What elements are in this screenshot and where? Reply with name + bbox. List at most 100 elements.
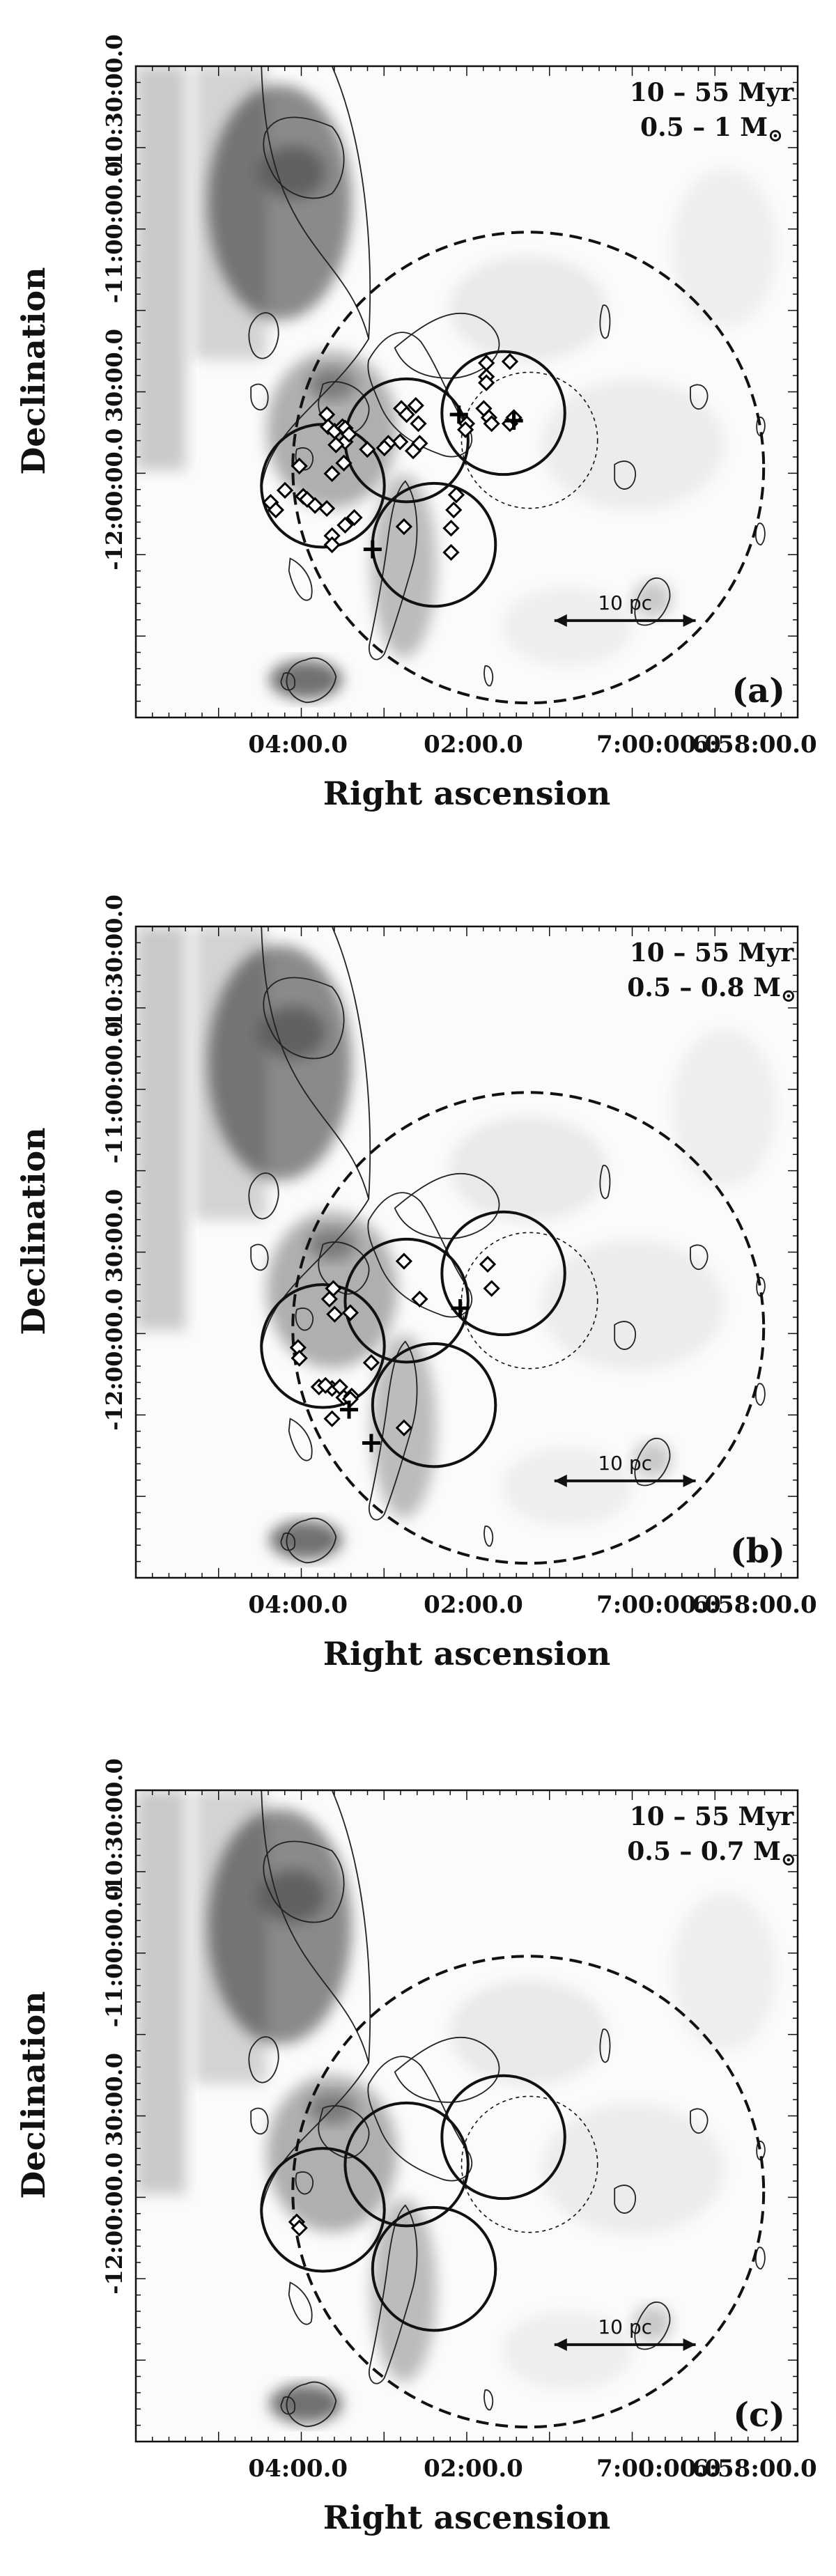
diamond-marker <box>457 421 474 438</box>
diamond-marker <box>307 497 324 514</box>
region-circle-3 <box>440 2074 566 2201</box>
region-circle-2 <box>343 1237 470 1364</box>
diamond-marker <box>323 1410 341 1427</box>
contour-cloud-edge <box>261 1790 370 2214</box>
chart-panel-3: 04:00.0 02:00.0 7:00:00.06:58:00.0 -10:30:0… <box>15 1758 817 2536</box>
contour-line-11 <box>614 460 636 490</box>
y-tick-label: -10:30:00.0 <box>101 34 127 176</box>
y-axis-label: Declination <box>15 267 52 474</box>
contour-line-16 <box>483 2389 494 2411</box>
x-tick-label: 7:00:00.0 <box>596 731 721 759</box>
contour-line-4 <box>318 2105 370 2159</box>
contour-line-6 <box>288 557 313 601</box>
region-circle-3 <box>440 350 566 476</box>
cross-marker <box>362 1434 380 1452</box>
scale-bar-label: 10 pc <box>598 2315 652 2338</box>
region-circle-4 <box>371 2205 497 2332</box>
contour-line-12 <box>690 2108 709 2134</box>
diamond-marker <box>359 441 376 458</box>
contour-line-3 <box>250 1243 269 1271</box>
contour-line-18 <box>280 1533 295 1551</box>
diamond-marker <box>445 501 463 519</box>
x-tick-label: 6:58:00.0 <box>692 731 817 759</box>
contour-line-10 <box>599 2028 611 2063</box>
chart-panel-1: 04:00.0 02:00.0 7:00:00.06:58:00.0 -10:30:0… <box>15 34 817 812</box>
contour-cloud-edge <box>261 926 370 1351</box>
contour-line-1 <box>263 977 345 1060</box>
y-tick-label: -10:30:00.0 <box>101 894 127 1037</box>
region-circle-3 <box>440 1210 566 1337</box>
diamond-marker <box>442 543 460 561</box>
contour-line-7 <box>367 332 473 458</box>
chart-panel-2: 04:00.0 02:00.0 7:00:00.06:58:00.0 -10:30:0… <box>15 894 817 1673</box>
diamond-marker <box>298 490 316 509</box>
y-tick-label: 30:00.0 <box>101 2053 127 2146</box>
x-tick-label: 04:00.0 <box>248 2455 348 2483</box>
diamond-marker <box>318 499 336 518</box>
contour-line-10 <box>599 1165 611 1200</box>
diamond-marker <box>447 486 465 504</box>
diamond-marker <box>319 418 337 435</box>
contour-cloud-edge-2 <box>331 66 371 339</box>
y-tick-label: -12:00:00.0 <box>101 428 127 571</box>
diamond-marker <box>501 352 519 371</box>
contours <box>248 66 766 704</box>
contour-line-3 <box>250 383 269 411</box>
contour-line-8 <box>394 1173 500 1239</box>
contour-line-8 <box>394 2037 500 2103</box>
tick-marks <box>136 926 798 1578</box>
contour-line-5 <box>295 1308 314 1331</box>
region-circle-1 <box>260 2147 386 2273</box>
contour-line-2 <box>248 2036 279 2084</box>
x-tick-label: 02:00.0 <box>424 1591 523 1619</box>
tick-marks <box>136 66 798 717</box>
region-outer-dashed-circle <box>291 231 766 705</box>
diamond-marker <box>395 518 413 536</box>
contour-cloud-edge-2 <box>331 1790 371 2063</box>
diamond-marker <box>483 1280 500 1297</box>
contour-line-12 <box>690 1244 709 1271</box>
star-markers <box>288 2213 308 2237</box>
diamond-marker <box>323 536 341 554</box>
contour-line-16 <box>483 1526 494 1547</box>
contours <box>248 926 766 1564</box>
contour-line-7 <box>367 2056 473 2182</box>
region-dotted-circle <box>460 371 598 509</box>
panel-label: (a) <box>732 672 785 711</box>
cross-marker <box>449 405 468 424</box>
region-dotted-circle <box>460 1232 598 1370</box>
contour-line-16 <box>483 665 494 687</box>
contour-line-18 <box>280 2396 295 2415</box>
y-tick-label: -10:30:00.0 <box>101 1758 127 1900</box>
diamond-marker <box>327 436 345 453</box>
contour-line-9 <box>368 480 418 660</box>
diamond-marker <box>398 405 415 424</box>
diamond-marker <box>320 1290 338 1308</box>
star-markers <box>262 352 523 561</box>
diamond-marker <box>395 1419 413 1436</box>
diamond-marker <box>335 454 353 472</box>
scale-bar-label: 10 pc <box>598 591 652 614</box>
y-tick-label: -11:00:00.0 <box>101 161 127 303</box>
diamond-marker <box>291 2219 308 2237</box>
diamond-marker <box>376 439 393 457</box>
y-tick-label: 30:00.0 <box>101 329 127 422</box>
y-tick-label: -11:00:00.0 <box>101 1885 127 2027</box>
x-tick-label: 6:58:00.0 <box>692 1591 817 1619</box>
diamond-marker <box>442 520 460 537</box>
diamond-marker <box>483 415 500 433</box>
diamond-marker <box>276 481 294 499</box>
contour-line-7 <box>367 1192 473 1318</box>
region-outer-dashed-circle <box>291 1955 766 2429</box>
diamond-marker <box>336 516 354 534</box>
contour-line-12 <box>690 384 709 410</box>
diamond-marker <box>395 1252 413 1270</box>
diamond-marker <box>331 1378 349 1396</box>
age-range-label: 10 – 55 Myr <box>630 78 795 107</box>
contour-line-2 <box>248 1172 279 1220</box>
age-range-label: 10 – 55 Myr <box>630 938 795 968</box>
contour-line-11 <box>614 2185 636 2214</box>
diamond-marker <box>340 426 358 443</box>
diamond-marker <box>407 396 424 414</box>
diamond-marker <box>410 415 427 433</box>
